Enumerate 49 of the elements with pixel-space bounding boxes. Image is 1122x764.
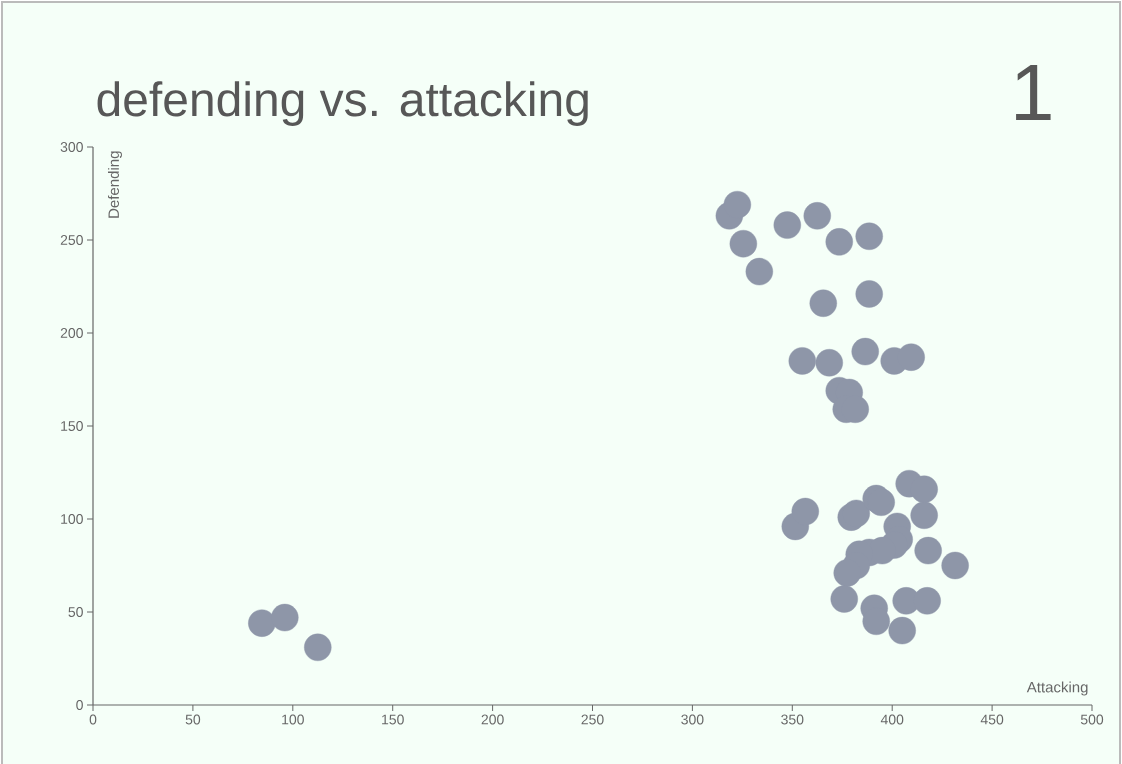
point: [910, 501, 938, 529]
x-tick-label: 300: [681, 714, 704, 725]
point: [913, 587, 941, 615]
y-tick-label: 200: [60, 328, 83, 338]
point: [248, 609, 276, 637]
point: [867, 488, 895, 516]
point: [815, 349, 843, 377]
point: [897, 343, 925, 371]
point: [809, 289, 837, 317]
y-tick-label: 50: [68, 607, 83, 617]
x-tick-label: 100: [282, 714, 304, 725]
point: [855, 280, 883, 308]
chart-title: defending vs. attacking: [97, 81, 588, 126]
text: 1: [1016, 64, 1051, 120]
x-tick-label: 250: [581, 714, 604, 725]
y-tick-label: 250: [60, 235, 83, 245]
point: [723, 190, 752, 219]
x-tick-label: 200: [481, 714, 504, 725]
x-tick-label: 150: [382, 714, 404, 725]
point: [825, 228, 853, 256]
point: [830, 585, 858, 613]
point: [833, 559, 861, 587]
point: [888, 616, 916, 645]
point: [745, 257, 774, 286]
x-tick-label: 350: [781, 714, 804, 725]
point: [271, 603, 299, 632]
point: [910, 475, 938, 503]
y-tick-label: 150: [61, 421, 83, 431]
point: [941, 551, 969, 580]
x-axis-title: Attacking: [1026, 681, 1088, 696]
x-tick-label: 0: [89, 714, 97, 725]
y-axis-title: Defending: [107, 151, 122, 218]
point: [914, 536, 942, 565]
point: [788, 347, 816, 375]
y-tick-label: 100: [61, 514, 83, 524]
point: [304, 633, 332, 662]
point: [842, 499, 870, 528]
y-tick-label: 300: [60, 142, 83, 152]
point: [729, 230, 758, 258]
point: [791, 497, 819, 526]
point: [803, 202, 831, 230]
point: [851, 337, 879, 366]
point: [773, 211, 802, 239]
x-tick-label: 450: [980, 714, 1004, 725]
x-tick-label: 50: [185, 714, 201, 725]
y-tick-label: 0: [76, 700, 83, 710]
x-tick-label: 500: [1080, 714, 1104, 725]
point: [855, 222, 883, 250]
x-tick-label: 400: [880, 714, 904, 725]
